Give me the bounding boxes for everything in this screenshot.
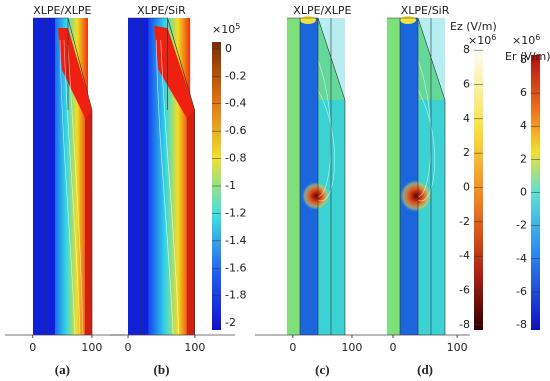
panel-caption: (a) — [55, 362, 70, 377]
field-map-c — [287, 16, 346, 335]
exponent-power: 6 — [491, 33, 496, 42]
colorbar-tick-label: 2 — [520, 152, 527, 165]
colorbar-exponent: ×106 — [512, 33, 540, 48]
colorbar-tick-label: 4 — [520, 119, 527, 132]
x-tick-label: 100 — [184, 341, 205, 354]
x-tick-label: 0 — [125, 341, 132, 354]
colorbar-tick-label: -8 — [459, 318, 470, 331]
field-map-d — [387, 16, 446, 335]
x-tick-label: 100 — [447, 341, 468, 354]
colorbar-tick-label: -0.2 — [225, 69, 246, 82]
colorbar-label: Er (V/m) — [505, 50, 550, 63]
colorbar-tick-label: -6 — [516, 285, 527, 298]
colorbar-tick-label: -0.4 — [225, 97, 246, 110]
field-map-a — [33, 17, 93, 336]
colorbar-tick-label: -4 — [516, 252, 527, 265]
colorbar-label: Ez (V/m) — [450, 20, 497, 33]
exponent-base: ×10 — [468, 34, 491, 47]
colorbar-tick-label: -6 — [459, 284, 470, 297]
exponent-base: ×10 — [212, 23, 235, 36]
colorbar-tick-label: -4 — [459, 249, 470, 262]
colorbar-tick-label: -8 — [516, 318, 527, 331]
colorbar-tick-label: 0 — [520, 186, 527, 199]
colorbar-tick-label: -2 — [225, 316, 236, 329]
panel-title: XLPE/SiR — [137, 4, 186, 17]
exponent-power: 5 — [235, 22, 240, 31]
colorbar-tick-label: -1.2 — [225, 206, 246, 219]
colorbar-tick-label: 4 — [463, 112, 470, 125]
field-map-b — [127, 17, 196, 336]
colorbar-tick-label: -1.4 — [225, 234, 246, 247]
colorbar-tick-label: 0 — [463, 181, 470, 194]
panel-title: XLPE/XLPE — [293, 4, 351, 17]
x-tick-label: 100 — [81, 341, 102, 354]
colorbar-tick-label: 8 — [463, 43, 470, 56]
x-tick-label: 0 — [289, 341, 296, 354]
panel-caption: (b) — [154, 362, 170, 377]
exponent-base: ×10 — [512, 34, 535, 47]
x-tick-label: 0 — [389, 341, 396, 354]
exponent-power: 6 — [535, 33, 540, 42]
colorbar-tick-label: 0 — [225, 42, 232, 55]
colorbar-tick-label: -0.6 — [225, 124, 246, 137]
colorbar-tick-label: -2 — [459, 215, 470, 228]
panel-title: XLPE/SiR — [401, 4, 450, 17]
colorbar-tick-label: 8 — [520, 53, 527, 66]
colorbar-tick-label: -1.8 — [225, 289, 246, 302]
colorbar-tick-label: -0.8 — [225, 152, 246, 165]
x-tick-label: 0 — [29, 341, 36, 354]
colorbar-exponent: ×105 — [212, 22, 240, 37]
colorbar-tick-label: -1.6 — [225, 261, 246, 274]
colorbar-tick-label: -2 — [516, 219, 527, 232]
panel-title: XLPE/XLPE — [33, 4, 91, 17]
panel-caption: (c) — [315, 362, 329, 377]
x-tick-label: 100 — [341, 341, 362, 354]
panel-caption: (d) — [417, 362, 433, 377]
colorbar-tick-label: 6 — [520, 86, 527, 99]
colorbar-tick-label: -1 — [225, 179, 236, 192]
colorbar-tick-label: 2 — [463, 146, 470, 159]
colorbar-tick-label: 6 — [463, 77, 470, 90]
colorbar-exponent: ×106 — [468, 33, 496, 48]
